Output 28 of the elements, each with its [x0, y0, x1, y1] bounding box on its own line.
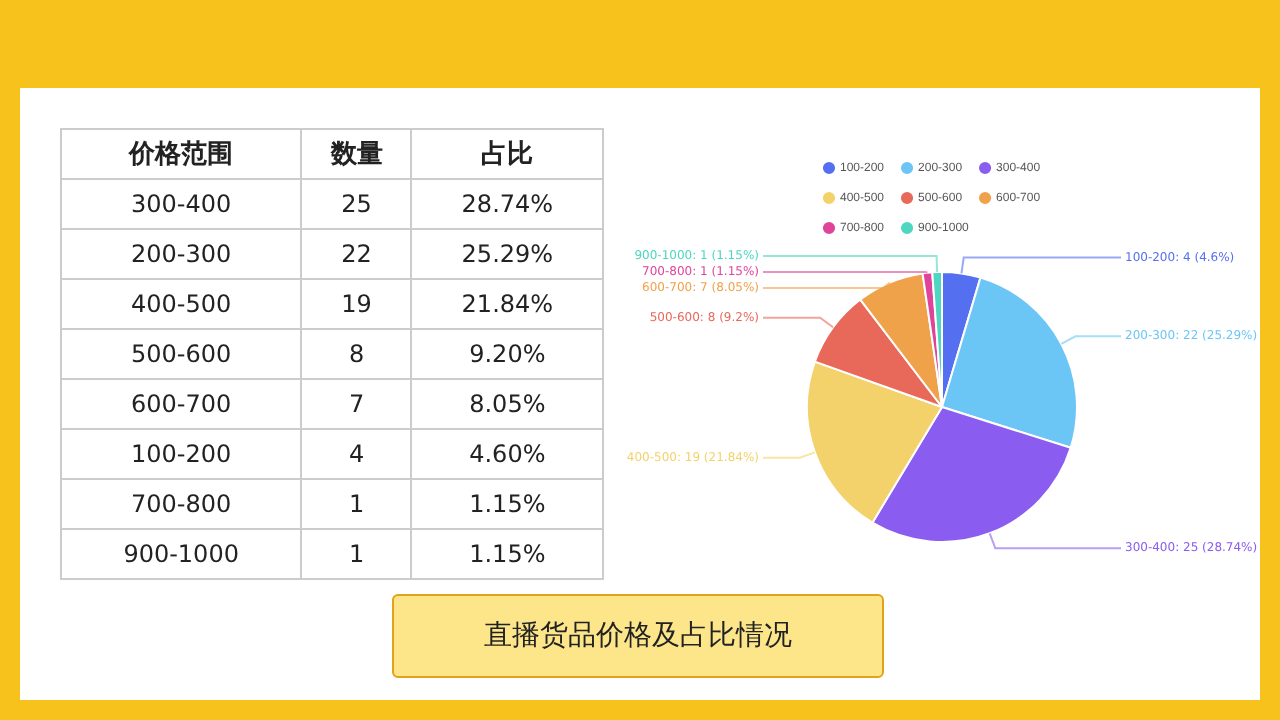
text: 300-400 — [61, 179, 302, 229]
text: 700-800 — [61, 479, 302, 529]
text: 21.84% — [411, 279, 603, 329]
category-label: 数量 — [301, 129, 412, 179]
text: 1.15% — [411, 479, 603, 529]
text: 28.74% — [411, 179, 603, 229]
text: 7 — [301, 379, 412, 429]
text: 22 — [301, 229, 412, 279]
category-label: 占比 — [411, 129, 603, 179]
text: 25 — [301, 179, 412, 229]
text: 1.15% — [411, 529, 603, 579]
text: 100-200 — [61, 429, 302, 479]
text: 200-300 — [61, 229, 302, 279]
text: 19 — [301, 279, 412, 329]
text: 1 — [301, 529, 412, 579]
text: 8 — [301, 329, 412, 379]
text: 400-500 — [61, 279, 302, 329]
text: 500-600 — [61, 329, 302, 379]
text: 9.20% — [411, 329, 603, 379]
text: 900-1000 — [61, 529, 302, 579]
category-label: 价格范围 — [61, 129, 302, 179]
text: 4.60% — [411, 429, 603, 479]
text: 600-700 — [61, 379, 302, 429]
text: 8.05% — [411, 379, 603, 429]
text: 4 — [301, 429, 412, 479]
text: 1 — [301, 479, 412, 529]
text: 直播货品价格及占比情况 — [392, 594, 884, 678]
text: 25.29% — [411, 229, 603, 279]
